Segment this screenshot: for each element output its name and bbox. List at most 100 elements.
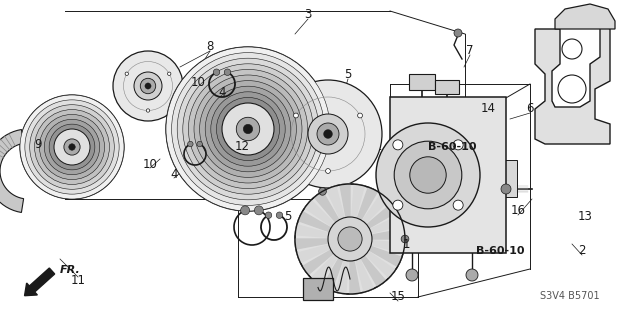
Text: 10: 10 [143,158,157,170]
Circle shape [276,212,283,219]
Circle shape [20,95,124,199]
Circle shape [140,78,156,94]
Circle shape [319,188,326,195]
Circle shape [254,206,264,215]
Text: 5: 5 [344,69,352,81]
Circle shape [243,124,253,134]
Text: 15: 15 [390,291,405,303]
Polygon shape [295,225,329,237]
Text: S3V4 B5701: S3V4 B5701 [540,291,600,301]
Polygon shape [356,259,374,292]
Text: 5: 5 [284,210,292,222]
Polygon shape [305,200,335,226]
Polygon shape [357,187,378,220]
Polygon shape [336,260,348,294]
Circle shape [401,235,409,243]
FancyBboxPatch shape [501,160,517,197]
Circle shape [265,212,272,219]
Circle shape [328,217,372,261]
Circle shape [454,29,462,37]
Polygon shape [352,184,364,218]
Circle shape [205,86,291,172]
Circle shape [188,141,193,147]
Circle shape [236,117,260,141]
Circle shape [453,200,463,210]
FancyBboxPatch shape [303,278,333,300]
Polygon shape [372,229,405,239]
Circle shape [44,119,100,175]
Text: 6: 6 [526,102,534,115]
Circle shape [211,92,285,166]
Circle shape [188,70,308,189]
Circle shape [54,129,90,165]
Text: 12: 12 [234,140,250,153]
Polygon shape [369,246,402,266]
Polygon shape [340,184,350,217]
Circle shape [319,283,326,291]
FancyBboxPatch shape [390,97,506,253]
Text: 13: 13 [577,211,593,224]
Circle shape [326,169,330,174]
Circle shape [222,103,274,155]
Text: FR.: FR. [60,265,81,275]
Circle shape [216,97,280,160]
Circle shape [410,157,446,193]
Circle shape [64,139,80,155]
Polygon shape [311,255,337,284]
Polygon shape [326,186,344,219]
Polygon shape [361,256,386,287]
Text: 8: 8 [206,41,214,54]
Circle shape [172,53,324,205]
Circle shape [125,72,129,75]
Circle shape [68,144,76,150]
Circle shape [200,81,296,177]
Circle shape [183,64,313,194]
Polygon shape [365,251,396,278]
Text: 3: 3 [304,8,312,20]
Polygon shape [350,261,360,294]
Circle shape [25,100,119,194]
Circle shape [224,69,231,76]
Polygon shape [362,194,389,223]
Circle shape [308,114,348,154]
Polygon shape [535,24,610,144]
Polygon shape [314,191,339,222]
Polygon shape [323,258,342,291]
Circle shape [134,72,162,100]
Circle shape [393,200,403,210]
Polygon shape [295,239,328,249]
Text: B-60-10: B-60-10 [476,246,524,256]
Circle shape [376,123,480,227]
Circle shape [562,39,582,59]
Circle shape [197,141,202,147]
Text: 4: 4 [218,85,226,99]
Circle shape [40,115,104,180]
Circle shape [453,140,463,150]
Circle shape [166,47,330,211]
Circle shape [358,113,362,118]
Circle shape [393,140,403,150]
Polygon shape [0,130,24,212]
Circle shape [294,113,298,118]
FancyBboxPatch shape [409,74,435,90]
Polygon shape [298,211,331,232]
Circle shape [145,83,151,89]
Polygon shape [367,203,397,228]
Text: 9: 9 [35,137,42,151]
Circle shape [558,75,586,103]
Circle shape [35,109,109,184]
Polygon shape [297,245,330,263]
FancyBboxPatch shape [379,160,395,192]
Text: 1: 1 [403,238,410,250]
Circle shape [241,206,250,215]
Text: B-60-10: B-60-10 [428,142,476,152]
Circle shape [20,95,124,199]
Circle shape [147,109,150,112]
Circle shape [406,269,418,281]
Polygon shape [555,4,615,29]
Text: 16: 16 [511,204,525,218]
FancyArrow shape [24,268,54,296]
Circle shape [49,124,95,170]
Text: 2: 2 [579,244,586,257]
Circle shape [324,130,332,138]
